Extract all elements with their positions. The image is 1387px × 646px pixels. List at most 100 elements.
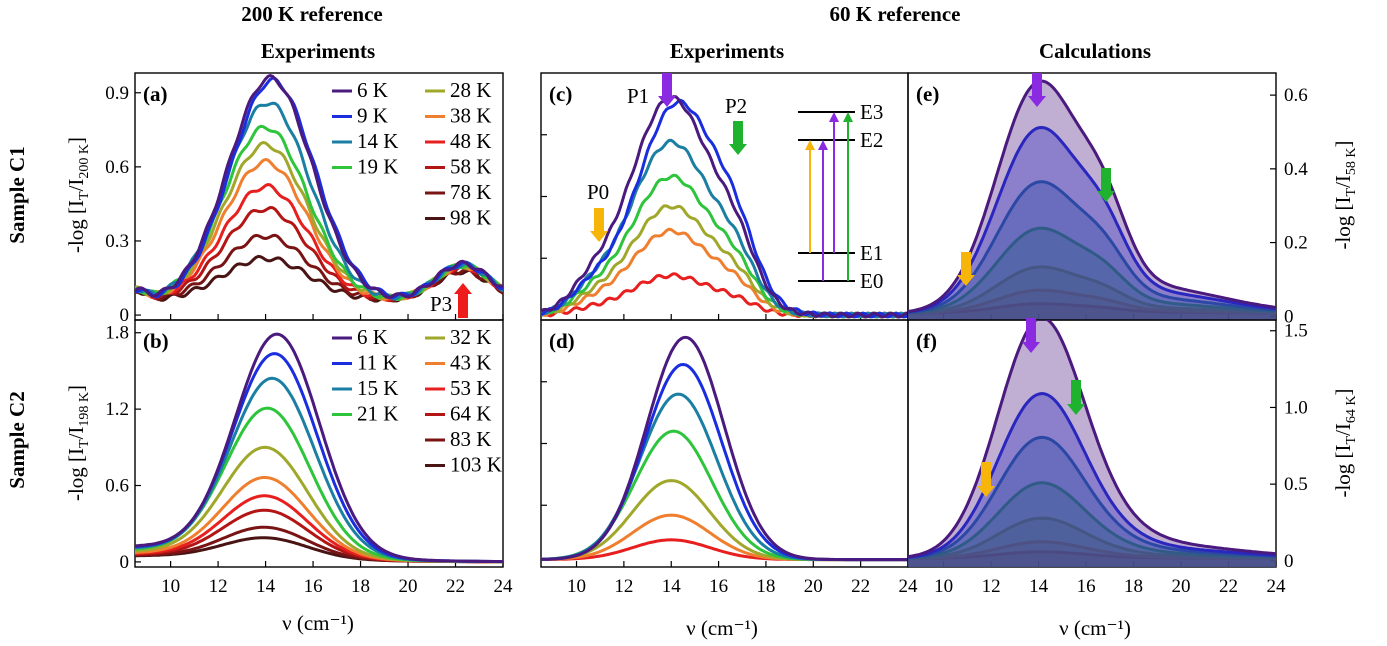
row-label-sample-c1: Sample C1 <box>5 146 29 243</box>
header-experiments-left: Experiments <box>261 39 375 63</box>
panel-frame-f <box>907 319 1277 568</box>
series-line-f <box>908 481 1276 560</box>
header-calculations: Calculations <box>1039 39 1151 63</box>
legend-label-a: 38 K <box>450 104 491 128</box>
p2-label: P2 <box>725 94 747 118</box>
series-line-d <box>541 392 908 562</box>
y-tick-label-b: 0.6 <box>105 476 129 497</box>
y-tick-label-e: 0.4 <box>1284 159 1308 180</box>
p0-label: P0 <box>587 180 609 204</box>
ylabel-e: -log [IT/I58 K] <box>1331 140 1359 249</box>
series-group-f <box>908 320 1276 567</box>
series-line-c <box>541 95 908 319</box>
series-area-f <box>908 393 1276 567</box>
plot-layer: 00.30.60.9 (a) 6 K9 K14 K19 K28 K38 K48 K5… <box>105 72 1308 597</box>
y-tick-label-f: 0.5 <box>1284 474 1308 495</box>
ylabel-f: -log [IT/I64 K] <box>1331 388 1359 497</box>
p3-label: P3 <box>430 292 452 316</box>
legend-label-b: 32 K <box>450 325 491 349</box>
p1-label: P1 <box>627 84 649 108</box>
panel-label-c: (c) <box>549 82 572 106</box>
series-line-b <box>135 376 503 564</box>
y-tick-label-b: 1.8 <box>105 323 129 344</box>
series-line-f <box>908 320 1276 559</box>
y-tick-label-f: 1.5 <box>1284 321 1308 342</box>
x-tick-label-d: 12 <box>614 576 633 597</box>
y-tick-label-e: 0 <box>1284 306 1294 327</box>
legend-label-b: 21 K <box>357 402 398 426</box>
series-group-e <box>908 79 1276 320</box>
xlabel-right: ν (cm⁻¹) <box>1059 616 1131 640</box>
f-orange-arrow-icon <box>977 462 995 497</box>
x-tick-label-f: 12 <box>982 576 1001 597</box>
series-area-e <box>908 228 1276 320</box>
legend-label-b: 11 K <box>357 351 398 375</box>
x-tick-label-d: 22 <box>851 576 870 597</box>
panel-label-b: (b) <box>143 329 169 353</box>
e-orange-arrow-icon <box>957 252 975 286</box>
legend-label-a: 78 K <box>450 180 491 204</box>
x-tick-label-f: 20 <box>1172 576 1191 597</box>
series-area-f <box>908 518 1276 567</box>
header-60k: 60 K reference <box>830 2 961 26</box>
legend-label-b: 6 K <box>357 325 388 349</box>
x-tick-label-b: 12 <box>209 576 228 597</box>
y-tick-label-f: 0 <box>1284 551 1294 572</box>
x-tick-label-d: 14 <box>662 576 682 597</box>
panel-frame-a <box>134 72 504 321</box>
series-line-e <box>908 226 1276 315</box>
y-tick-label-a: 0.3 <box>105 231 129 252</box>
x-tick-label-b: 22 <box>446 576 465 597</box>
series-line-e <box>908 288 1276 315</box>
panel-label-d: (d) <box>549 329 575 353</box>
series-line-f <box>908 516 1276 560</box>
level-label-e2: E2 <box>860 128 883 152</box>
x-tick-label-d: 16 <box>709 576 728 597</box>
e-purple-arrow-icon <box>1028 73 1046 107</box>
series-line-f <box>908 392 1276 559</box>
series-area-e <box>908 290 1276 320</box>
series-group-b <box>135 332 503 564</box>
row-label-sample-c2: Sample C2 <box>5 391 29 488</box>
x-tick-label-f: 24 <box>1267 576 1287 597</box>
legend-label-a: 9 K <box>357 104 388 128</box>
x-tick-label-d: 20 <box>804 576 823 597</box>
legend-label-a: 98 K <box>450 206 491 230</box>
f-green-arrow-icon <box>1067 380 1085 415</box>
series-line-e <box>908 265 1276 315</box>
panel-frame-b <box>134 319 504 568</box>
series-group-c <box>541 95 908 319</box>
legend-label-a: 6 K <box>357 78 388 102</box>
level-label-e3: E3 <box>860 100 883 124</box>
series-area-f <box>908 437 1276 567</box>
series-line-b <box>135 332 503 563</box>
x-tick-label-f: 18 <box>1124 576 1143 597</box>
x-tick-label-b: 18 <box>351 576 370 597</box>
legend-label-b: 83 K <box>450 427 491 451</box>
series-area-e <box>908 81 1276 320</box>
series-line-a <box>135 74 503 299</box>
y-tick-label-b: 1.2 <box>105 399 129 420</box>
series-area-f <box>908 482 1276 567</box>
x-tick-label-f: 14 <box>1029 576 1049 597</box>
panel-label-f: (f) <box>916 329 937 353</box>
transition-purple1-icon-head <box>818 140 828 150</box>
e-green-arrow-icon <box>1097 168 1115 202</box>
y-tick-label-e: 0.2 <box>1284 233 1308 254</box>
legend-label-a: 58 K <box>450 155 491 179</box>
legend-label-a: 14 K <box>357 129 398 153</box>
overlay-layer <box>454 73 1115 497</box>
series-line-d <box>541 479 908 562</box>
p2-arrow-icon <box>729 121 747 155</box>
panel-label-a: (a) <box>143 82 168 106</box>
f-purple-arrow-icon <box>1022 318 1040 353</box>
series-area-e <box>908 181 1276 320</box>
x-tick-label-d: 18 <box>756 576 775 597</box>
series-line-b <box>135 508 503 564</box>
transition-green-icon-head <box>843 112 853 122</box>
header-experiments-mid: Experiments <box>670 39 784 63</box>
y-tick-label-a: 0.9 <box>105 83 129 104</box>
y-tick-label-b: 0 <box>120 552 130 573</box>
series-line-d <box>541 335 908 562</box>
